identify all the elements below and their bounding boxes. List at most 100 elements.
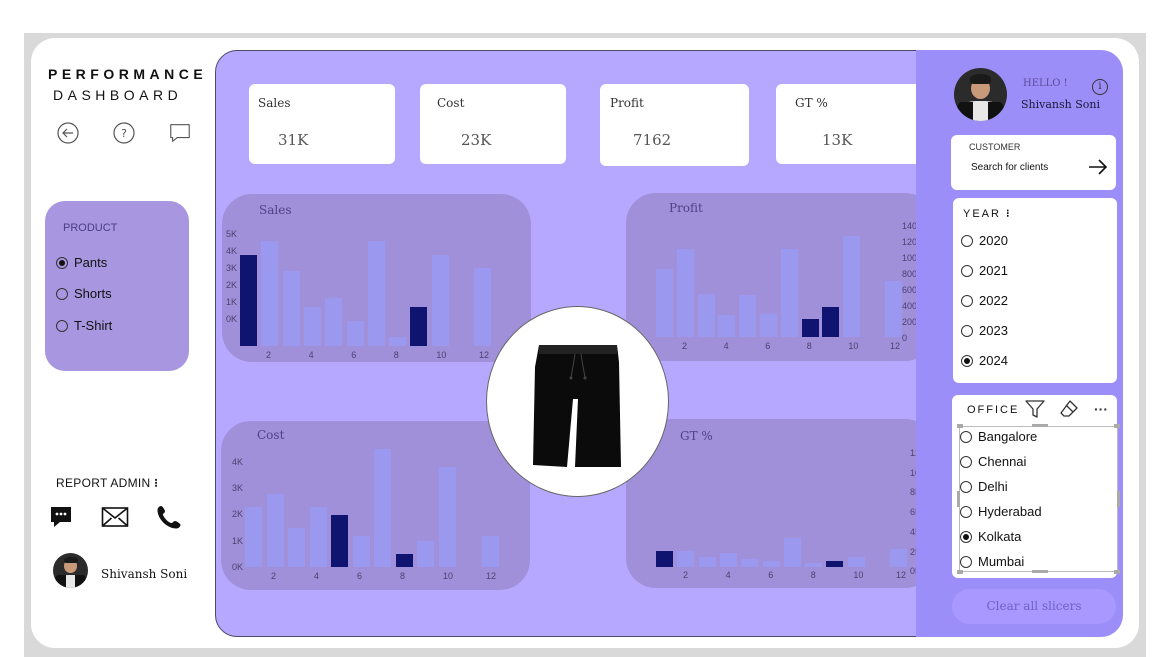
radio-icon[interactable] (960, 430, 972, 443)
radio-selected-icon[interactable] (961, 354, 973, 367)
profit-bar[interactable] (697, 293, 715, 337)
cost-bar[interactable] (438, 467, 456, 567)
sales-bar[interactable] (261, 241, 279, 346)
gt-bar[interactable] (677, 551, 695, 567)
profit-bar[interactable] (718, 314, 736, 337)
office-option-chennai[interactable]: Chennai (960, 454, 1026, 469)
product-option-shorts[interactable]: Shorts (56, 286, 112, 301)
cost-bar[interactable] (352, 535, 370, 567)
profit-bar[interactable] (780, 249, 798, 337)
profit-bar[interactable] (801, 318, 819, 337)
profit-x-tick: 4 (723, 341, 729, 351)
cost-bar[interactable] (245, 506, 262, 567)
year-option-2022[interactable]: 2022 (961, 293, 1008, 308)
cost-bar[interactable] (288, 527, 305, 567)
cost-bar[interactable] (331, 514, 348, 567)
resize-handle[interactable] (957, 570, 963, 574)
year-option-2020[interactable]: 2020 (961, 233, 1008, 248)
phone-icon[interactable] (155, 503, 183, 531)
info-icon[interactable]: i (1092, 79, 1108, 95)
radio-icon[interactable] (56, 319, 68, 332)
radio-selected-icon[interactable] (56, 256, 68, 269)
sales-x-tick: 10 (436, 350, 447, 360)
radio-icon[interactable] (960, 480, 972, 493)
sales-bar[interactable] (474, 268, 492, 346)
more-icon[interactable]: ··· (1094, 401, 1108, 417)
gt-bar[interactable] (805, 563, 823, 567)
office-option-bangalore[interactable]: Bangalore (960, 429, 1037, 444)
resize-handle[interactable] (957, 424, 963, 428)
office-option-label: Chennai (978, 454, 1027, 469)
gt-bar[interactable] (847, 557, 865, 567)
profit-bar[interactable] (739, 295, 757, 337)
cost-bar[interactable] (395, 553, 413, 567)
cost-bar[interactable] (266, 493, 284, 567)
gt-bar[interactable] (698, 557, 716, 567)
radio-selected-icon[interactable] (960, 530, 972, 543)
product-option-pants[interactable]: Pants (56, 255, 107, 270)
gt-bar[interactable] (890, 549, 908, 567)
radio-icon[interactable] (961, 264, 973, 277)
cost-bar[interactable] (374, 449, 391, 567)
filter-icon[interactable] (1024, 398, 1046, 424)
chat-icon[interactable] (47, 503, 75, 531)
sales-bar[interactable] (325, 298, 343, 346)
cost-bar[interactable] (417, 540, 434, 567)
cost-bar[interactable] (309, 506, 327, 567)
mail-icon[interactable] (101, 503, 129, 531)
cost-bar[interactable] (481, 535, 499, 567)
customer-search-box[interactable] (951, 135, 1116, 190)
sales-bar[interactable] (303, 307, 321, 346)
gt-bar[interactable] (826, 561, 844, 567)
profit-bar[interactable] (676, 249, 694, 337)
resize-handle[interactable] (1117, 491, 1120, 507)
clear-all-slicers-button[interactable]: Clear all slicers (952, 589, 1116, 624)
radio-icon[interactable] (960, 505, 972, 518)
sales-bar[interactable] (410, 307, 428, 346)
cost-x-tick: 6 (357, 571, 363, 581)
year-option-2024[interactable]: 2024 (961, 353, 1008, 368)
sales-bar[interactable] (389, 336, 407, 346)
comment-icon[interactable] (168, 121, 192, 145)
product-option-tshirt[interactable]: T-Shirt (56, 318, 112, 333)
customer-search-input[interactable]: Search for clients (971, 162, 1049, 173)
sales-x-tick: 6 (351, 350, 357, 360)
help-icon[interactable]: ? (112, 121, 136, 145)
sales-bar[interactable] (367, 241, 385, 346)
profit-bar[interactable] (656, 269, 673, 337)
radio-icon[interactable] (960, 455, 972, 468)
office-option-kolkata[interactable]: Kolkata (960, 529, 1021, 544)
back-arrow-icon[interactable] (56, 121, 80, 145)
gt-bar[interactable] (656, 551, 673, 567)
profit-bar[interactable] (843, 236, 861, 337)
gt-bar[interactable] (719, 553, 737, 567)
gt-bar[interactable] (762, 561, 780, 567)
eraser-icon[interactable] (1058, 398, 1080, 424)
gt-bar[interactable] (783, 537, 801, 567)
sales-bar[interactable] (282, 270, 300, 346)
profit-bar[interactable] (822, 306, 840, 337)
profit-bar[interactable] (760, 313, 777, 337)
office-option-mumbai[interactable]: Mumbai (960, 554, 1024, 569)
office-option-hyderabad[interactable]: Hyderabad (960, 504, 1042, 519)
resize-handle[interactable] (1114, 570, 1120, 574)
office-option-delhi[interactable]: Delhi (960, 479, 1008, 494)
sales-bar[interactable] (346, 320, 364, 346)
year-option-2023[interactable]: 2023 (961, 323, 1008, 338)
radio-icon[interactable] (960, 555, 972, 568)
arrow-right-icon[interactable] (1087, 158, 1109, 180)
radio-icon[interactable] (961, 234, 973, 247)
radio-icon[interactable] (56, 287, 68, 300)
product-option-label: Pants (74, 255, 108, 270)
radio-icon[interactable] (961, 294, 973, 307)
sales-bar[interactable] (240, 254, 257, 346)
year-option-2021[interactable]: 2021 (961, 263, 1008, 278)
gt-bar[interactable] (741, 559, 759, 567)
resize-handle[interactable] (957, 491, 960, 507)
radio-icon[interactable] (961, 324, 973, 337)
profit-bar[interactable] (884, 281, 902, 337)
resize-handle[interactable] (1032, 570, 1048, 573)
resize-handle[interactable] (1114, 424, 1120, 428)
resize-handle[interactable] (1032, 424, 1048, 427)
sales-bar[interactable] (431, 254, 449, 346)
